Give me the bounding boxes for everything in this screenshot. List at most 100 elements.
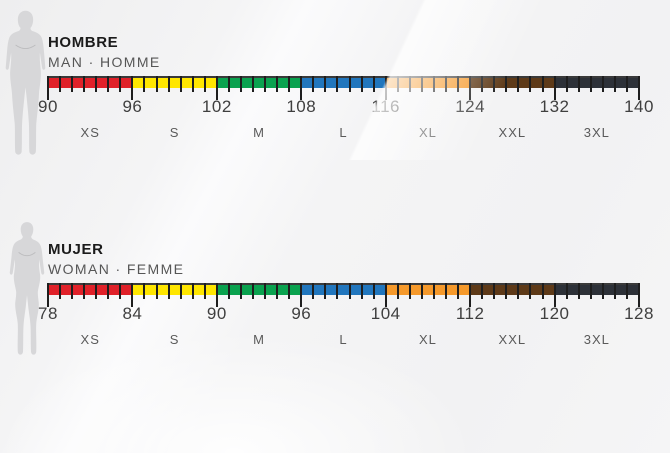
segment-xxl — [470, 285, 555, 295]
measurement-label: 140 — [624, 97, 654, 116]
minor-tick — [445, 76, 448, 92]
minor-tick — [481, 283, 484, 299]
size-label: XXL — [498, 332, 527, 347]
size-label: XS — [80, 332, 100, 347]
measurement-label: 90 — [206, 304, 227, 323]
woman-silhouette-icon — [6, 218, 48, 364]
major-tick — [215, 283, 218, 307]
minor-tick — [517, 283, 520, 299]
minor-tick — [312, 76, 315, 92]
minor-tick — [288, 76, 291, 92]
measurement-label: 78 — [38, 304, 58, 323]
measurement-label: 116 — [371, 97, 401, 116]
minor-tick — [59, 76, 62, 92]
minor-tick — [143, 76, 146, 92]
major-tick — [131, 283, 134, 307]
men-size-scale: 90 96 102 108 116 124 132 140 XS S M L XL XXL 3XL — [38, 76, 653, 146]
minor-tick — [348, 283, 351, 299]
section-subtitle-women: WOMAN · FEMME — [48, 261, 185, 277]
minor-tick — [348, 76, 351, 92]
measurement-label: 102 — [201, 97, 232, 116]
size-label: S — [169, 332, 180, 347]
major-tick — [384, 76, 387, 100]
size-label: M — [253, 332, 265, 347]
minor-tick — [577, 283, 580, 299]
minor-tick — [264, 76, 267, 92]
minor-tick — [83, 283, 86, 299]
size-label: XL — [418, 332, 437, 347]
minor-tick — [541, 76, 544, 92]
women-size-scale: 78 84 90 96 104 112 120 128 XS S M L XL XXL 3XL — [38, 283, 653, 353]
segment-s — [132, 285, 217, 295]
minor-tick — [324, 76, 327, 92]
minor-tick — [167, 76, 170, 92]
major-tick — [47, 76, 49, 100]
segment-xl — [385, 78, 471, 88]
minor-tick — [252, 283, 255, 299]
minor-tick — [457, 283, 460, 299]
minor-tick — [155, 76, 158, 92]
minor-tick — [179, 76, 182, 92]
minor-tick — [408, 283, 411, 299]
minor-tick — [589, 283, 592, 299]
minor-tick — [493, 76, 496, 92]
major-tick — [469, 76, 472, 100]
major-tick — [215, 76, 218, 100]
segment-l — [301, 285, 386, 295]
minor-tick — [179, 283, 182, 299]
measurement-label: 108 — [286, 97, 317, 116]
minor-tick — [445, 283, 448, 299]
minor-tick — [493, 283, 496, 299]
minor-tick — [191, 283, 194, 299]
minor-tick — [107, 283, 110, 299]
color-band — [48, 76, 639, 88]
size-label: 3XL — [583, 125, 610, 140]
minor-tick — [541, 283, 544, 299]
section-title-men: HOMBRE — [48, 34, 119, 51]
minor-tick — [336, 76, 339, 92]
minor-tick — [239, 283, 242, 299]
minor-tick — [505, 76, 508, 92]
minor-tick — [95, 76, 98, 92]
minor-tick — [203, 283, 206, 299]
minor-tick — [372, 76, 375, 92]
minor-tick — [276, 76, 279, 92]
size-label: S — [169, 125, 180, 140]
minor-tick — [71, 76, 74, 92]
major-tick — [131, 76, 134, 100]
minor-tick — [505, 283, 508, 299]
minor-tick — [625, 76, 628, 92]
minor-tick — [119, 76, 122, 92]
minor-tick — [59, 283, 62, 299]
minor-tick — [143, 283, 146, 299]
minor-tick — [119, 283, 122, 299]
major-tick — [638, 283, 640, 307]
minor-tick — [601, 283, 604, 299]
size-label: XXL — [498, 125, 527, 140]
size-label: 3XL — [583, 332, 610, 347]
segment-m — [216, 285, 302, 295]
man-silhouette-icon — [3, 9, 48, 162]
measurement-label: 112 — [455, 304, 485, 323]
minor-tick — [625, 283, 628, 299]
measurement-label: 90 — [38, 97, 58, 116]
segment-3xl — [554, 78, 639, 88]
major-tick — [638, 76, 640, 100]
minor-tick — [324, 283, 327, 299]
size-label: XS — [80, 125, 100, 140]
major-tick — [553, 76, 556, 100]
measurement-label: 120 — [539, 304, 570, 323]
measurement-label: 96 — [291, 304, 312, 323]
segment-xxl — [470, 78, 555, 88]
minor-tick — [288, 283, 291, 299]
minor-tick — [601, 76, 604, 92]
minor-tick — [167, 283, 170, 299]
minor-tick — [264, 283, 267, 299]
minor-tick — [481, 76, 484, 92]
size-label: L — [339, 332, 348, 347]
size-label: M — [253, 125, 265, 140]
section-title-women: MUJER — [48, 241, 104, 258]
minor-tick — [420, 76, 423, 92]
minor-tick — [95, 283, 98, 299]
